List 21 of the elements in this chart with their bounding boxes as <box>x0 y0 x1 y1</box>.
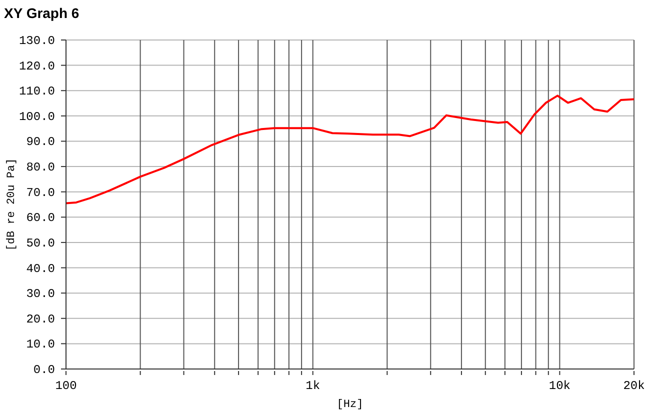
y-tick-label: 110.0 <box>18 84 55 99</box>
x-axis-title: [Hz] <box>336 399 364 411</box>
y-tick-label: 50.0 <box>26 236 55 250</box>
y-tick-label: 100.0 <box>18 110 55 124</box>
y-tick-label: 10.0 <box>26 338 55 352</box>
y-tick-label: 70.0 <box>26 186 55 200</box>
y-tick-label: 40.0 <box>26 262 55 276</box>
y-tick-label: 60.0 <box>26 211 55 226</box>
x-tick-label: 10k <box>548 379 570 393</box>
y-tick-label: 80.0 <box>26 160 55 175</box>
y-tick-label: 120.0 <box>18 59 55 74</box>
y-axis-title: [dB re 20u Pa] <box>6 158 18 251</box>
x-tick-label: 20k <box>623 379 645 393</box>
x-tick-label: 100 <box>55 379 77 393</box>
y-tick-label: 90.0 <box>26 135 55 150</box>
chart-title: XY Graph 6 <box>4 5 80 21</box>
x-tick-label: 1k <box>306 379 320 393</box>
y-tick-label: 20.0 <box>26 312 55 326</box>
y-tick-label: 130.0 <box>18 34 55 48</box>
y-tick-label: 0.0 <box>33 363 55 377</box>
y-tick-label: 30.0 <box>26 287 55 302</box>
